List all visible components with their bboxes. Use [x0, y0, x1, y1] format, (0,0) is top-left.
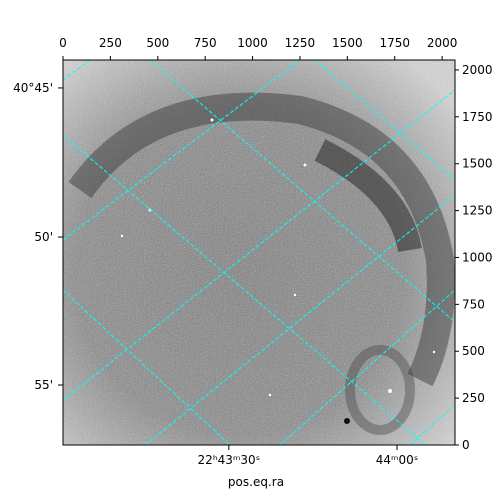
y-tick-label: 0 — [462, 438, 470, 452]
dec-tick-label: 50' — [34, 230, 53, 244]
y-tick-label: 1500 — [462, 157, 493, 171]
y-tick-label: 750 — [462, 297, 485, 311]
axes-frame — [62, 59, 456, 446]
image — [63, 60, 455, 445]
world-grid — [63, 60, 455, 445]
y-tick-label: 250 — [462, 391, 485, 405]
x-tick-label: 750 — [194, 36, 217, 50]
x-tick-label: 2000 — [427, 36, 458, 50]
ra-tick-label: 44ᵐ00ˢ — [376, 453, 419, 467]
x-axis-label: pos.eq.ra — [228, 475, 284, 489]
y-tick-label: 2000 — [462, 63, 493, 77]
y-tick-label: 1750 — [462, 110, 493, 124]
dec-tick-label: 55' — [34, 378, 53, 392]
x-tick-label: 1750 — [379, 36, 410, 50]
y-tick-label: 1250 — [462, 204, 493, 218]
x-tick-label: 1250 — [285, 36, 316, 50]
x-tick-label: 500 — [146, 36, 169, 50]
y-tick-label: 1000 — [462, 250, 493, 264]
x-tick-label: 1000 — [237, 36, 268, 50]
dec-tick-label: 40°45' — [13, 81, 53, 95]
x-tick-label: 250 — [99, 36, 122, 50]
x-tick-label: 0 — [59, 36, 67, 50]
ra-tick-label: 22ʰ43ᵐ30ˢ — [198, 453, 261, 467]
x-tick-label: 1500 — [332, 36, 363, 50]
y-tick-label: 500 — [462, 344, 485, 358]
